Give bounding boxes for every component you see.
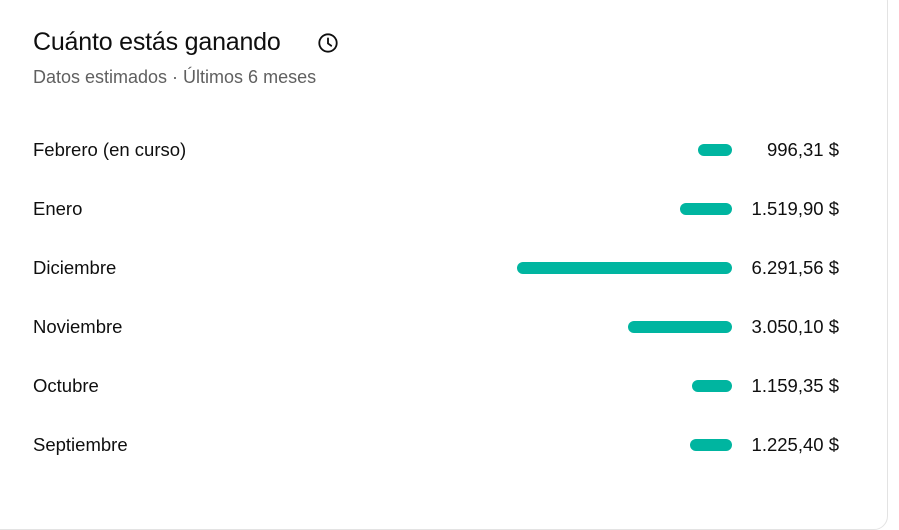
earnings-row: Enero 1.519,90 $	[0, 189, 899, 229]
earnings-value: 1.159,35 $	[751, 375, 839, 396]
earnings-bar	[697, 144, 732, 156]
month-label: Diciembre	[33, 257, 117, 278]
earnings-value: 1.225,40 $	[751, 434, 839, 455]
earnings-value: 996,31 $	[766, 139, 839, 160]
earnings-row: Febrero (en curso) 996,31 $	[0, 130, 899, 170]
earnings-value: 1.519,90 $	[751, 198, 839, 219]
clock-icon[interactable]	[317, 32, 339, 54]
earnings-bar	[690, 439, 732, 451]
earnings-bar	[517, 262, 732, 274]
earnings-row: Diciembre 6.291,56 $	[0, 248, 899, 288]
month-label: Enero	[33, 198, 83, 219]
earnings-bar	[627, 321, 732, 333]
earnings-row: Noviembre 3.050,10 $	[0, 307, 899, 347]
earnings-bar	[680, 203, 732, 215]
card-subtitle: Datos estimados · Últimos 6 meses	[33, 67, 317, 87]
month-label: Febrero (en curso)	[33, 139, 187, 160]
month-label: Noviembre	[33, 316, 123, 337]
earnings-bar	[692, 380, 732, 392]
month-label: Septiembre	[33, 434, 128, 455]
earnings-row: Septiembre 1.225,40 $	[0, 425, 899, 465]
month-label: Octubre	[33, 375, 99, 396]
earnings-row: Octubre 1.159,35 $	[0, 366, 899, 406]
card-title: Cuánto estás ganando	[33, 28, 281, 56]
earnings-value: 6.291,56 $	[751, 257, 839, 278]
earnings-value: 3.050,10 $	[751, 316, 839, 337]
